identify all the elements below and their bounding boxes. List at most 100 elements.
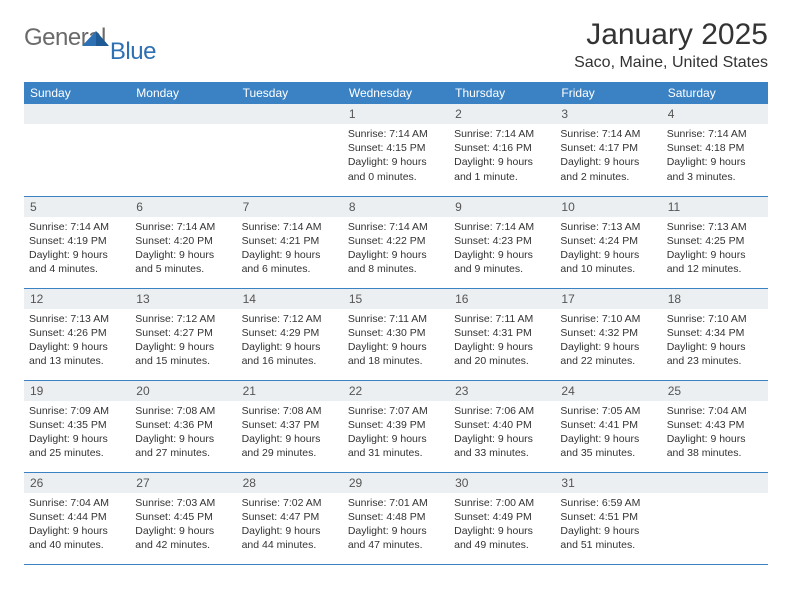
day-info: Sunrise: 6:59 AMSunset: 4:51 PMDaylight:…	[555, 493, 661, 557]
day-number: 17	[555, 289, 661, 309]
day-number: 23	[449, 381, 555, 401]
weekday-header: Tuesday	[237, 82, 343, 104]
calendar-week-row: 1Sunrise: 7:14 AMSunset: 4:15 PMDaylight…	[24, 104, 768, 196]
day-number: 9	[449, 197, 555, 217]
day-number: 1	[343, 104, 449, 124]
calendar-day-cell: 17Sunrise: 7:10 AMSunset: 4:32 PMDayligh…	[555, 288, 661, 380]
day-info: Sunrise: 7:03 AMSunset: 4:45 PMDaylight:…	[130, 493, 236, 557]
calendar-day-cell: 11Sunrise: 7:13 AMSunset: 4:25 PMDayligh…	[662, 196, 768, 288]
empty-day	[130, 104, 236, 124]
day-info: Sunrise: 7:13 AMSunset: 4:26 PMDaylight:…	[24, 309, 130, 373]
calendar-day-cell: 5Sunrise: 7:14 AMSunset: 4:19 PMDaylight…	[24, 196, 130, 288]
day-number: 27	[130, 473, 236, 493]
day-number: 16	[449, 289, 555, 309]
weekday-header: Saturday	[662, 82, 768, 104]
day-info: Sunrise: 7:08 AMSunset: 4:37 PMDaylight:…	[237, 401, 343, 465]
calendar-week-row: 26Sunrise: 7:04 AMSunset: 4:44 PMDayligh…	[24, 472, 768, 564]
calendar-day-cell: 18Sunrise: 7:10 AMSunset: 4:34 PMDayligh…	[662, 288, 768, 380]
calendar-day-cell	[662, 472, 768, 564]
day-number: 8	[343, 197, 449, 217]
day-info: Sunrise: 7:14 AMSunset: 4:23 PMDaylight:…	[449, 217, 555, 281]
day-number: 3	[555, 104, 661, 124]
calendar-day-cell: 4Sunrise: 7:14 AMSunset: 4:18 PMDaylight…	[662, 104, 768, 196]
calendar-week-row: 12Sunrise: 7:13 AMSunset: 4:26 PMDayligh…	[24, 288, 768, 380]
day-number: 19	[24, 381, 130, 401]
calendar-day-cell: 20Sunrise: 7:08 AMSunset: 4:36 PMDayligh…	[130, 380, 236, 472]
day-info: Sunrise: 7:07 AMSunset: 4:39 PMDaylight:…	[343, 401, 449, 465]
empty-day	[662, 473, 768, 493]
calendar-day-cell: 16Sunrise: 7:11 AMSunset: 4:31 PMDayligh…	[449, 288, 555, 380]
calendar-week-row: 19Sunrise: 7:09 AMSunset: 4:35 PMDayligh…	[24, 380, 768, 472]
day-info: Sunrise: 7:04 AMSunset: 4:43 PMDaylight:…	[662, 401, 768, 465]
day-number: 21	[237, 381, 343, 401]
calendar-day-cell: 29Sunrise: 7:01 AMSunset: 4:48 PMDayligh…	[343, 472, 449, 564]
calendar-day-cell: 9Sunrise: 7:14 AMSunset: 4:23 PMDaylight…	[449, 196, 555, 288]
calendar-day-cell: 27Sunrise: 7:03 AMSunset: 4:45 PMDayligh…	[130, 472, 236, 564]
calendar-day-cell: 2Sunrise: 7:14 AMSunset: 4:16 PMDaylight…	[449, 104, 555, 196]
calendar-day-cell: 13Sunrise: 7:12 AMSunset: 4:27 PMDayligh…	[130, 288, 236, 380]
calendar-day-cell: 22Sunrise: 7:07 AMSunset: 4:39 PMDayligh…	[343, 380, 449, 472]
weekday-header-row: SundayMondayTuesdayWednesdayThursdayFrid…	[24, 82, 768, 104]
calendar-day-cell: 31Sunrise: 6:59 AMSunset: 4:51 PMDayligh…	[555, 472, 661, 564]
calendar-day-cell: 12Sunrise: 7:13 AMSunset: 4:26 PMDayligh…	[24, 288, 130, 380]
day-info: Sunrise: 7:10 AMSunset: 4:32 PMDaylight:…	[555, 309, 661, 373]
calendar-day-cell: 23Sunrise: 7:06 AMSunset: 4:40 PMDayligh…	[449, 380, 555, 472]
day-info: Sunrise: 7:04 AMSunset: 4:44 PMDaylight:…	[24, 493, 130, 557]
day-number: 7	[237, 197, 343, 217]
day-info: Sunrise: 7:11 AMSunset: 4:31 PMDaylight:…	[449, 309, 555, 373]
weekday-header: Friday	[555, 82, 661, 104]
calendar-body: 1Sunrise: 7:14 AMSunset: 4:15 PMDaylight…	[24, 104, 768, 564]
day-number: 2	[449, 104, 555, 124]
day-info: Sunrise: 7:14 AMSunset: 4:16 PMDaylight:…	[449, 124, 555, 188]
calendar-day-cell: 26Sunrise: 7:04 AMSunset: 4:44 PMDayligh…	[24, 472, 130, 564]
empty-day	[24, 104, 130, 124]
day-number: 22	[343, 381, 449, 401]
header: General Blue January 2025 Saco, Maine, U…	[24, 18, 768, 72]
calendar-day-cell: 24Sunrise: 7:05 AMSunset: 4:41 PMDayligh…	[555, 380, 661, 472]
calendar-day-cell: 21Sunrise: 7:08 AMSunset: 4:37 PMDayligh…	[237, 380, 343, 472]
day-info: Sunrise: 7:14 AMSunset: 4:18 PMDaylight:…	[662, 124, 768, 188]
empty-day	[237, 104, 343, 124]
day-info: Sunrise: 7:12 AMSunset: 4:29 PMDaylight:…	[237, 309, 343, 373]
calendar-day-cell: 25Sunrise: 7:04 AMSunset: 4:43 PMDayligh…	[662, 380, 768, 472]
calendar-day-cell	[24, 104, 130, 196]
day-info: Sunrise: 7:13 AMSunset: 4:24 PMDaylight:…	[555, 217, 661, 281]
calendar-day-cell: 30Sunrise: 7:00 AMSunset: 4:49 PMDayligh…	[449, 472, 555, 564]
day-info: Sunrise: 7:14 AMSunset: 4:15 PMDaylight:…	[343, 124, 449, 188]
day-number: 29	[343, 473, 449, 493]
day-info: Sunrise: 7:08 AMSunset: 4:36 PMDaylight:…	[130, 401, 236, 465]
day-number: 20	[130, 381, 236, 401]
calendar-week-row: 5Sunrise: 7:14 AMSunset: 4:19 PMDaylight…	[24, 196, 768, 288]
day-number: 10	[555, 197, 661, 217]
day-info: Sunrise: 7:05 AMSunset: 4:41 PMDaylight:…	[555, 401, 661, 465]
day-info: Sunrise: 7:09 AMSunset: 4:35 PMDaylight:…	[24, 401, 130, 465]
day-number: 14	[237, 289, 343, 309]
day-info: Sunrise: 7:00 AMSunset: 4:49 PMDaylight:…	[449, 493, 555, 557]
day-number: 18	[662, 289, 768, 309]
calendar-day-cell: 1Sunrise: 7:14 AMSunset: 4:15 PMDaylight…	[343, 104, 449, 196]
day-info: Sunrise: 7:14 AMSunset: 4:22 PMDaylight:…	[343, 217, 449, 281]
calendar-day-cell: 10Sunrise: 7:13 AMSunset: 4:24 PMDayligh…	[555, 196, 661, 288]
day-number: 25	[662, 381, 768, 401]
logo: General Blue	[24, 18, 184, 52]
calendar-day-cell	[130, 104, 236, 196]
day-number: 30	[449, 473, 555, 493]
day-number: 12	[24, 289, 130, 309]
calendar-day-cell: 8Sunrise: 7:14 AMSunset: 4:22 PMDaylight…	[343, 196, 449, 288]
calendar-day-cell: 3Sunrise: 7:14 AMSunset: 4:17 PMDaylight…	[555, 104, 661, 196]
calendar-day-cell: 14Sunrise: 7:12 AMSunset: 4:29 PMDayligh…	[237, 288, 343, 380]
day-info: Sunrise: 7:11 AMSunset: 4:30 PMDaylight:…	[343, 309, 449, 373]
day-info: Sunrise: 7:14 AMSunset: 4:21 PMDaylight:…	[237, 217, 343, 281]
location: Saco, Maine, United States	[574, 54, 768, 72]
day-info: Sunrise: 7:12 AMSunset: 4:27 PMDaylight:…	[130, 309, 236, 373]
weekday-header: Sunday	[24, 82, 130, 104]
day-info: Sunrise: 7:06 AMSunset: 4:40 PMDaylight:…	[449, 401, 555, 465]
calendar-day-cell: 28Sunrise: 7:02 AMSunset: 4:47 PMDayligh…	[237, 472, 343, 564]
day-number: 13	[130, 289, 236, 309]
day-number: 11	[662, 197, 768, 217]
title-block: January 2025 Saco, Maine, United States	[574, 18, 768, 72]
day-number: 31	[555, 473, 661, 493]
day-number: 4	[662, 104, 768, 124]
calendar-day-cell: 7Sunrise: 7:14 AMSunset: 4:21 PMDaylight…	[237, 196, 343, 288]
day-info: Sunrise: 7:01 AMSunset: 4:48 PMDaylight:…	[343, 493, 449, 557]
